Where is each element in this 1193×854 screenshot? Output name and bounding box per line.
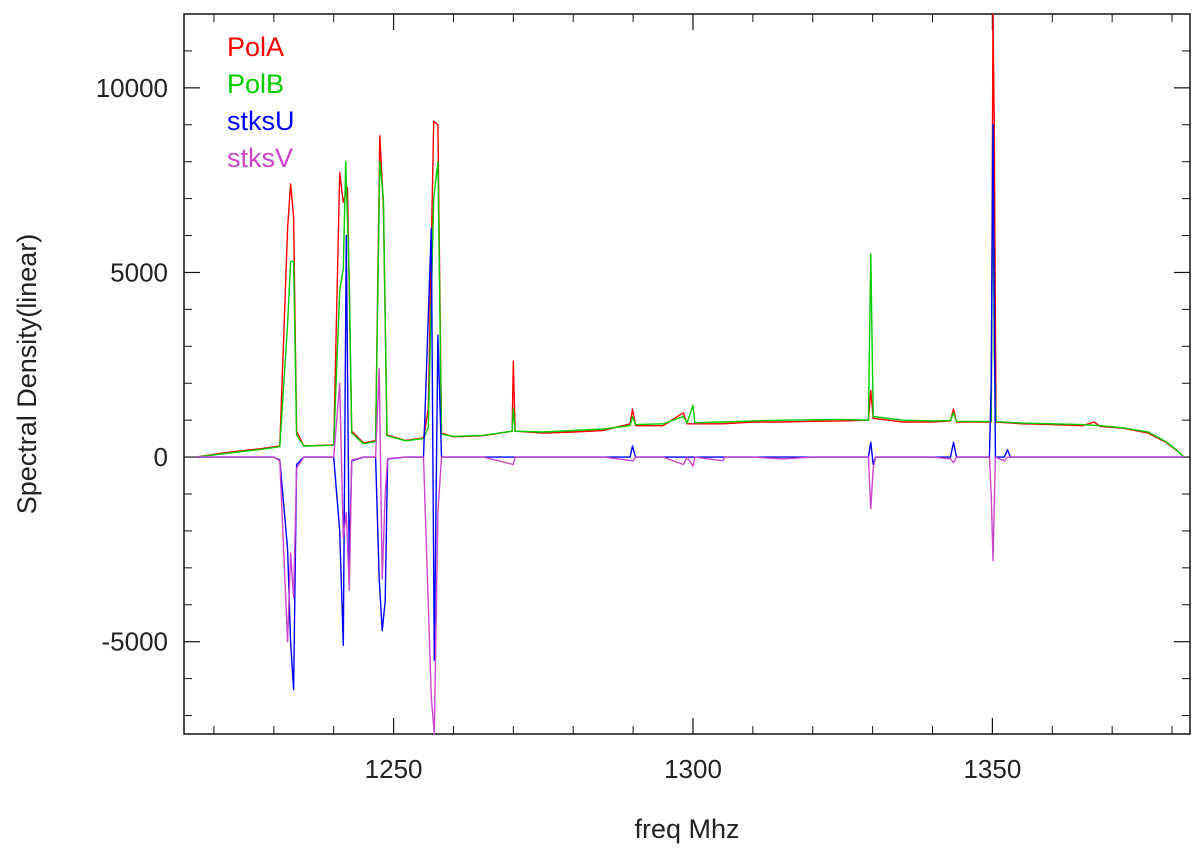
legend-entry-stksu: stksU [227, 106, 295, 136]
x-tick-label: 1350 [963, 754, 1021, 784]
legend: PolA PolB stksU stksV [227, 32, 295, 173]
y-tick-label: 5000 [110, 257, 168, 287]
x-axis-title: freq Mhz [634, 814, 739, 844]
minor-ticks [184, 13, 1190, 734]
x-tick-label: 1300 [664, 754, 722, 784]
y-tick-label: 0 [154, 442, 168, 472]
series-line-polb [195, 124, 1185, 458]
y-tick-labels: -5000 0 5000 10000 [96, 73, 168, 657]
x-tick-labels: 1250 1300 1350 [365, 754, 1022, 784]
y-axis-title: Spectral Density(linear) [12, 234, 42, 515]
x-tick-label: 1250 [365, 754, 423, 784]
series-line-stksv [196, 367, 1184, 735]
series-group [195, 13, 1185, 735]
plot-frame [183, 13, 1191, 735]
y-tick-label: 10000 [96, 73, 168, 103]
legend-entry-polb: PolB [227, 69, 284, 99]
legend-entry-pola: PolA [227, 32, 284, 62]
y-tick-label: -5000 [102, 627, 169, 657]
legend-entry-stksv: stksV [227, 143, 293, 173]
